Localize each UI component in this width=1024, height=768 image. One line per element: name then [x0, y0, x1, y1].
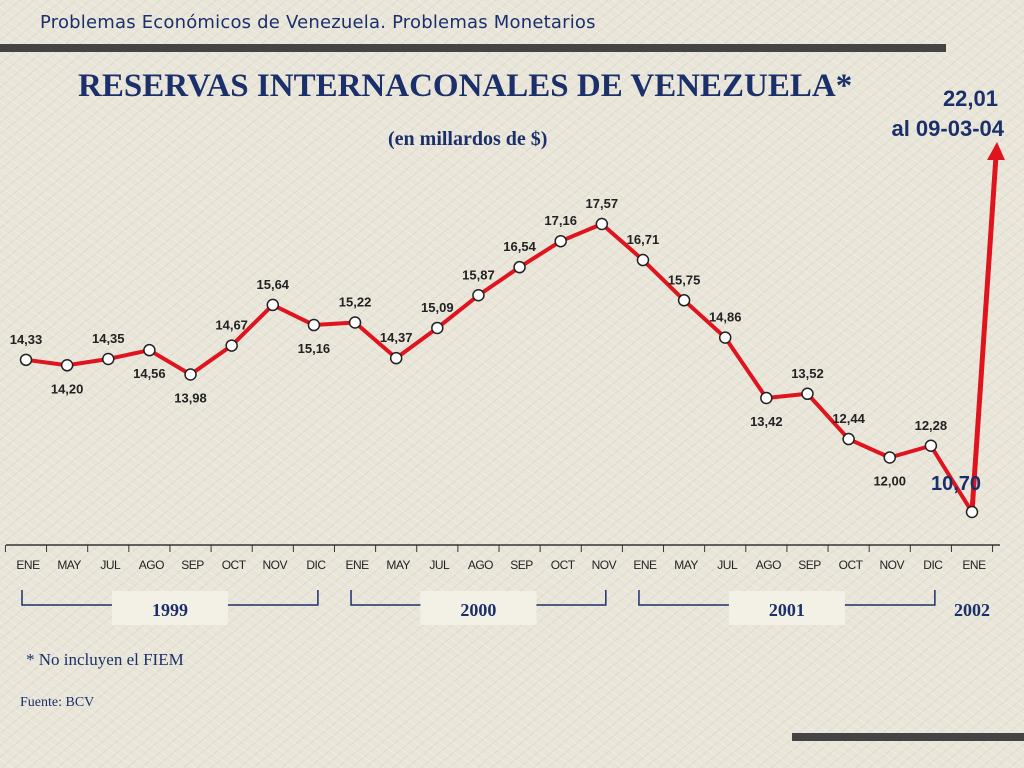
- final-value-arrow: [969, 155, 999, 513]
- data-point: [19, 353, 33, 367]
- x-tick-label: NOV: [592, 558, 617, 572]
- data-label: 15,87: [462, 267, 495, 282]
- series-line: [25, 222, 974, 514]
- x-tick-label: AGO: [139, 558, 164, 572]
- x-tick-label: ENE: [633, 558, 657, 572]
- x-tick-label: JUL: [100, 558, 121, 572]
- x-tick-label: AGO: [468, 558, 493, 572]
- data-point: [965, 505, 979, 519]
- year-label: 1999: [152, 600, 188, 620]
- data-label: 14,56: [133, 366, 166, 381]
- data-point: [60, 359, 74, 372]
- data-label: 13,52: [791, 366, 824, 381]
- x-tick-label: NOV: [879, 558, 904, 572]
- data-point: [431, 321, 444, 335]
- data-label: 14,20: [51, 381, 84, 396]
- x-tick-label: OCT: [839, 558, 864, 572]
- data-label: 13,42: [750, 414, 783, 429]
- x-tick-label: OCT: [551, 558, 576, 572]
- x-tick-label: MAY: [57, 558, 81, 572]
- year-label: 2001: [769, 600, 805, 620]
- x-tick-label: AGO: [756, 558, 781, 572]
- x-tick-label: MAY: [386, 558, 410, 572]
- callout-value: 22,01: [942, 86, 998, 111]
- data-point: [389, 351, 403, 365]
- x-tick-label: SEP: [181, 558, 204, 572]
- data-label: 15,75: [668, 272, 701, 287]
- data-label: 15,16: [298, 341, 331, 356]
- data-point: [595, 217, 609, 231]
- data-point: [718, 331, 732, 344]
- x-tick-label: JUL: [717, 558, 738, 572]
- data-point: [472, 289, 485, 302]
- year-label-box: [728, 591, 845, 625]
- x-tick-label: DIC: [923, 558, 943, 572]
- data-point: [143, 343, 156, 357]
- data-label: 15,64: [257, 277, 290, 292]
- chart-subtitle: (en millardos de $): [388, 128, 548, 150]
- data-point: [924, 439, 938, 453]
- data-point: [348, 316, 362, 329]
- year-label: 2000: [460, 600, 496, 620]
- data-label: 14,33: [10, 332, 43, 347]
- final-value-arrowhead: [987, 142, 1005, 160]
- x-tick-label: OCT: [222, 558, 247, 572]
- data-label: 12,44: [832, 411, 865, 426]
- data-label: 14,86: [709, 310, 742, 325]
- chart-title: RESERVAS INTERNACONALES DE VENEZUELA*: [78, 68, 853, 104]
- footer-bar: [792, 733, 1024, 741]
- data-point: [184, 368, 197, 381]
- data-label: 12,00: [873, 474, 906, 489]
- data-label: 17,57: [586, 196, 619, 211]
- data-label: 14,37: [380, 330, 413, 345]
- year-label: 2002: [954, 600, 990, 620]
- data-label: 16,71: [627, 232, 660, 247]
- data-point: [801, 387, 814, 401]
- x-tick-label: MAY: [674, 558, 698, 572]
- data-point: [760, 391, 773, 405]
- x-tick-label: ENE: [16, 558, 40, 572]
- x-tick-label: ENE: [962, 558, 986, 572]
- data-point: [636, 253, 650, 267]
- data-label: 15,09: [421, 300, 454, 315]
- data-label: 10,70: [931, 473, 981, 495]
- data-point: [677, 294, 691, 307]
- data-point: [513, 260, 526, 274]
- x-tick-label: NOV: [263, 558, 288, 572]
- callout-date: al 09-03-04: [891, 116, 1004, 141]
- data-label: 15,22: [339, 295, 372, 310]
- data-point: [102, 352, 115, 366]
- data-label: 17,16: [544, 213, 577, 228]
- data-label: 14,35: [92, 331, 125, 346]
- data-point: [266, 298, 280, 312]
- data-label: 12,28: [915, 418, 948, 433]
- data-point: [225, 339, 238, 352]
- year-label-box: [420, 591, 537, 625]
- data-label: 13,98: [174, 390, 207, 405]
- x-tick-label: SEP: [510, 558, 533, 572]
- x-tick-label: JUL: [429, 558, 450, 572]
- source-note: Fuente: BCV: [20, 695, 95, 710]
- footnote: * No incluyen el FIEM: [26, 650, 184, 669]
- data-point: [842, 432, 855, 446]
- x-tick-label: DIC: [306, 558, 326, 572]
- header-bar: [0, 44, 946, 52]
- data-point: [307, 318, 321, 332]
- x-tick-label: SEP: [798, 558, 821, 572]
- data-label: 16,54: [503, 239, 536, 254]
- data-label: 14,67: [215, 318, 248, 333]
- x-tick-label: ENE: [345, 558, 369, 572]
- data-point: [554, 234, 567, 248]
- data-point: [883, 451, 896, 464]
- year-label-box: [111, 591, 228, 625]
- header-text: Problemas Económicos de Venezuela. Probl…: [40, 12, 596, 33]
